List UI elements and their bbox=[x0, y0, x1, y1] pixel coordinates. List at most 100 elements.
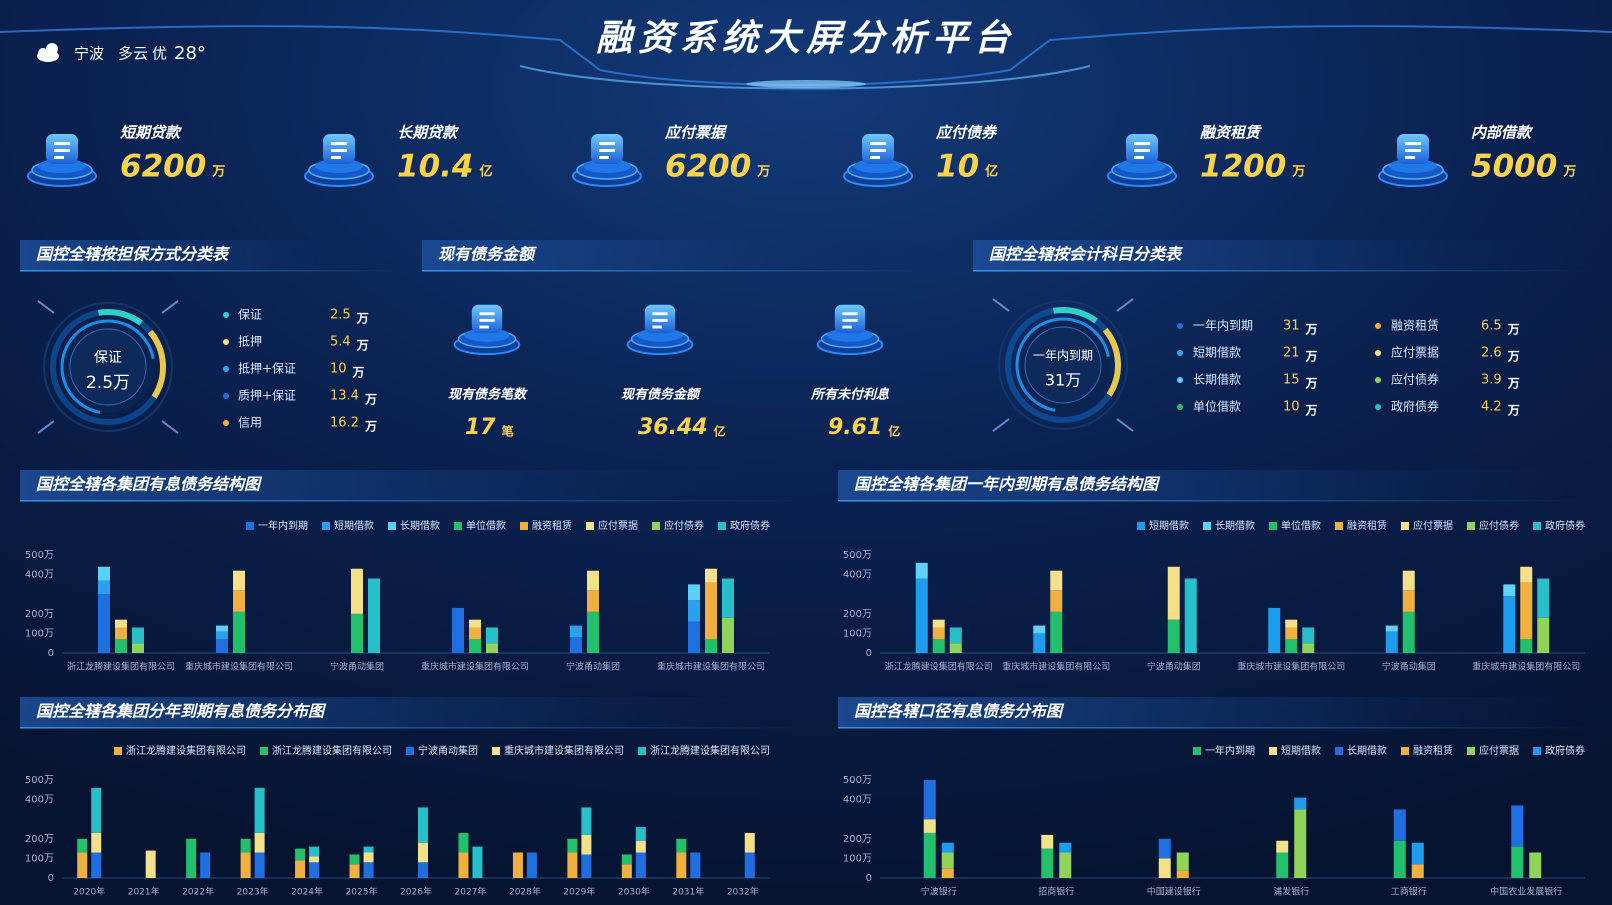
bar bbox=[216, 631, 228, 640]
legend-swatch bbox=[114, 747, 122, 755]
bar bbox=[458, 852, 469, 878]
item-name: 单位借款 bbox=[1193, 399, 1241, 414]
y-tick-label: 100万 bbox=[25, 628, 54, 639]
y-tick-label: 0 bbox=[48, 873, 54, 884]
item-name: 应付债券 bbox=[1391, 372, 1439, 387]
bar bbox=[240, 838, 251, 853]
x-tick-label: 2030年 bbox=[618, 886, 650, 898]
kpi-label: 应付债券 bbox=[935, 124, 998, 142]
panel-header bbox=[422, 240, 922, 270]
unit: 万 bbox=[1507, 350, 1520, 364]
legend-label: 应付票据 bbox=[1413, 519, 1453, 532]
bar bbox=[200, 852, 211, 878]
panel-header bbox=[973, 240, 1593, 270]
legend-label: 应付票据 bbox=[598, 519, 638, 532]
bullet bbox=[1375, 377, 1381, 383]
bar bbox=[941, 842, 954, 853]
panel-title: 国控各辖口径有息债务分布图 bbox=[854, 702, 1065, 721]
bar bbox=[1511, 846, 1524, 878]
bar bbox=[1050, 570, 1063, 591]
bar bbox=[216, 625, 228, 632]
item-name: 信用 bbox=[238, 416, 262, 430]
bar bbox=[1276, 852, 1289, 878]
legend-swatch bbox=[1401, 747, 1409, 755]
bar bbox=[1411, 842, 1424, 865]
x-tick-label: 宁波甬动集团 bbox=[1382, 661, 1436, 673]
x-tick-label: 2022年 bbox=[182, 886, 214, 898]
bar bbox=[1285, 639, 1298, 653]
bar bbox=[452, 607, 464, 653]
legend-label: 政府债券 bbox=[730, 519, 770, 532]
bar bbox=[91, 832, 102, 853]
x-tick-label: 中国建设银行 bbox=[1147, 886, 1201, 898]
bullet bbox=[223, 393, 229, 399]
unit: 笔 bbox=[502, 424, 514, 439]
bar bbox=[635, 827, 646, 841]
bar bbox=[1511, 805, 1524, 847]
legend-label: 长期借款 bbox=[1347, 744, 1387, 757]
kpi-value: 10 bbox=[936, 149, 979, 185]
bar bbox=[581, 854, 592, 878]
unit: 万 bbox=[1305, 377, 1318, 391]
item-name: 质押+保证 bbox=[238, 389, 296, 403]
bar bbox=[469, 639, 481, 653]
bar bbox=[295, 848, 306, 861]
panel-title: 国控全辖各集团一年内到期有息债务结构图 bbox=[854, 475, 1161, 494]
x-tick-label: 2023年 bbox=[237, 886, 269, 898]
legend-label: 单位借款 bbox=[466, 519, 506, 532]
y-tick-label: 100万 bbox=[25, 853, 54, 864]
y-tick-label: 100万 bbox=[843, 853, 872, 864]
debt-value: 17 bbox=[465, 415, 496, 440]
kpi-label: 长期贷款 bbox=[397, 124, 460, 142]
bar bbox=[932, 619, 945, 628]
legend-label: 应付票据 bbox=[1479, 744, 1519, 757]
bar bbox=[1402, 590, 1415, 612]
unit: 万 bbox=[1507, 323, 1520, 337]
kpi-label: 融资租赁 bbox=[1200, 124, 1262, 142]
bar bbox=[1050, 590, 1063, 612]
x-tick-label: 重庆城市建设集团有限公司 bbox=[657, 661, 765, 673]
gauge-label: 保证 bbox=[94, 350, 122, 366]
y-tick-label: 500万 bbox=[843, 775, 872, 786]
bar bbox=[1402, 611, 1415, 653]
bar bbox=[349, 854, 360, 865]
x-tick-label: 重庆城市建设集团有限公司 bbox=[1002, 661, 1110, 673]
bullet bbox=[223, 420, 229, 426]
legend-swatch bbox=[1467, 522, 1475, 530]
legend-label: 融资租赁 bbox=[1347, 519, 1387, 532]
unit: 万 bbox=[1305, 404, 1318, 418]
bar bbox=[1059, 852, 1072, 878]
bar bbox=[567, 838, 578, 853]
x-tick-label: 2025年 bbox=[346, 886, 378, 898]
x-tick-label: 工商银行 bbox=[1391, 886, 1427, 898]
legend-swatch bbox=[1533, 522, 1541, 530]
unit: 万 bbox=[756, 165, 770, 180]
bullet bbox=[1375, 350, 1381, 356]
bar bbox=[98, 594, 110, 653]
bar bbox=[705, 582, 717, 640]
item-name: 应付票据 bbox=[1391, 345, 1439, 360]
legend-swatch bbox=[388, 522, 396, 530]
header-glow bbox=[746, 80, 866, 88]
bar bbox=[705, 568, 717, 583]
bar bbox=[115, 639, 127, 653]
bar bbox=[635, 852, 646, 878]
bar bbox=[240, 852, 251, 878]
item-name: 抵押 bbox=[238, 335, 262, 349]
legend-swatch bbox=[260, 747, 268, 755]
bar bbox=[115, 627, 127, 640]
x-tick-label: 宁波甬动集团 bbox=[566, 661, 620, 673]
bar bbox=[915, 562, 928, 579]
panel-title: 现有债务金额 bbox=[438, 245, 537, 264]
bar bbox=[363, 846, 374, 853]
bar bbox=[621, 854, 632, 865]
panel-header bbox=[20, 697, 810, 727]
x-tick-label: 重庆城市建设集团有限公司 bbox=[185, 661, 293, 673]
bar bbox=[132, 627, 144, 644]
bar bbox=[458, 832, 469, 853]
bar bbox=[512, 852, 523, 878]
x-tick-label: 2026年 bbox=[400, 886, 432, 898]
legend-label: 短期借款 bbox=[1281, 744, 1321, 757]
gauge-label: 一年内到期 bbox=[1033, 349, 1093, 363]
